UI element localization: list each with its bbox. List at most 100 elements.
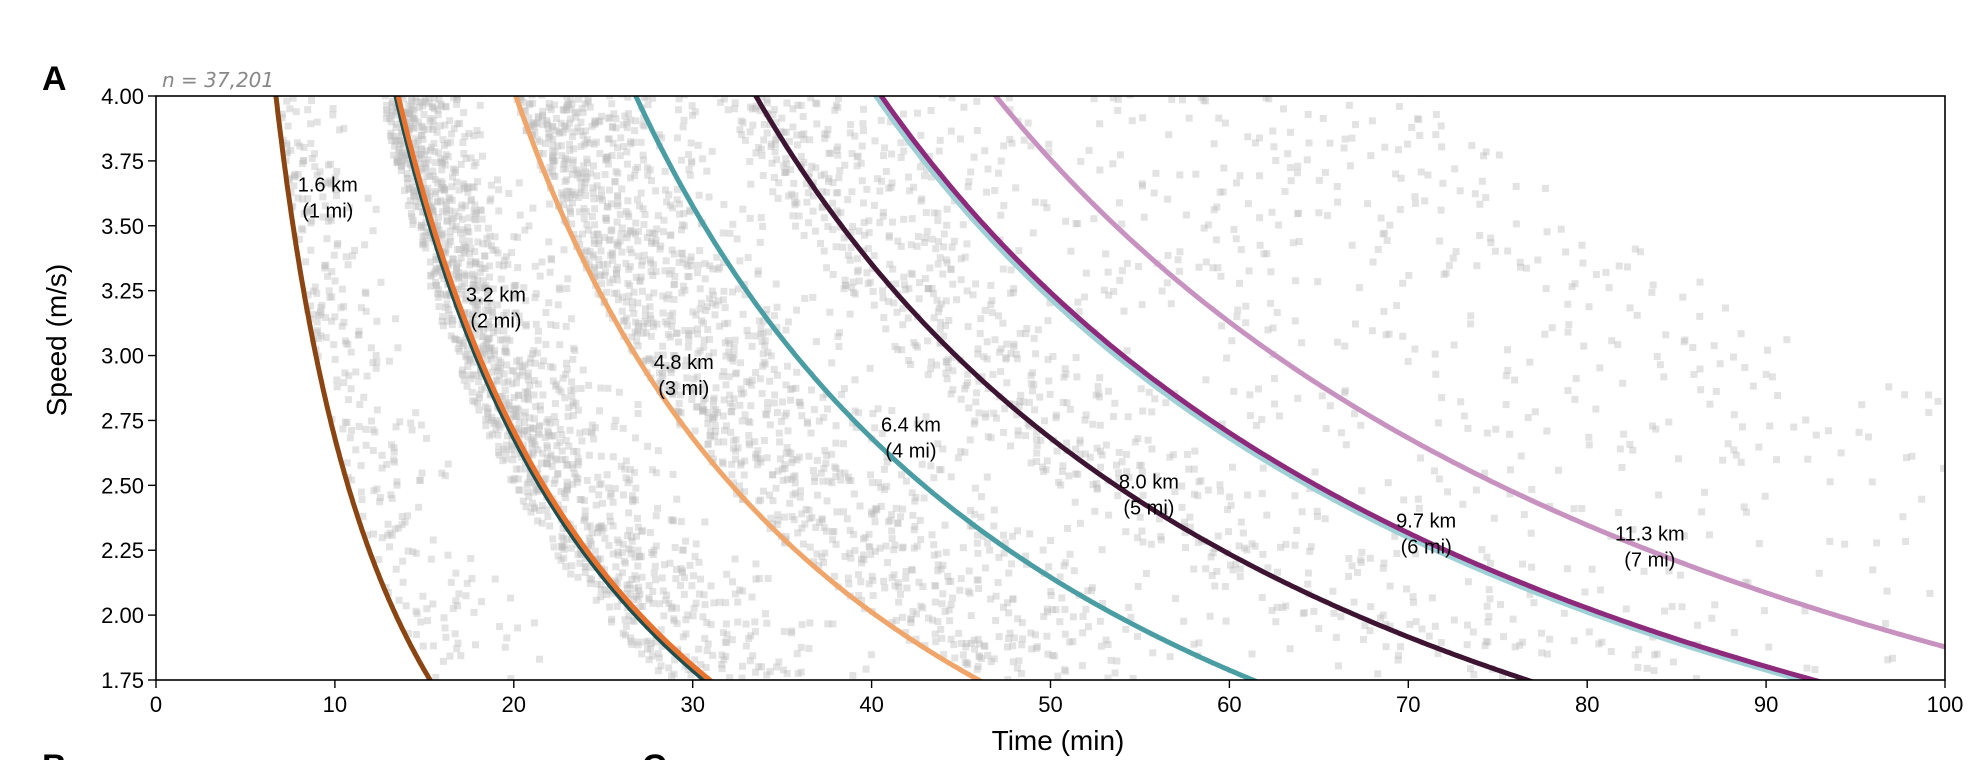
scatter-point [362,425,370,433]
scatter-point [837,208,845,216]
scatter-point [443,209,451,217]
scatter-point [1652,425,1660,433]
scatter-point [596,117,604,125]
scatter-point [840,285,848,293]
scatter-point [375,555,383,563]
scatter-point [515,419,523,427]
scatter-point [538,362,546,370]
scatter-point [371,428,379,436]
scatter-point [1516,641,1524,649]
scatter-point [313,171,321,179]
scatter-point [949,386,957,394]
scatter-point [1024,420,1032,428]
scatter-point [890,299,898,307]
scatter-point [823,131,831,139]
scatter-point [542,506,550,514]
scatter-point [983,473,991,481]
scatter-point [815,518,823,526]
scatter-point [1190,490,1198,498]
scatter-point [623,230,631,238]
scatter-point [1719,456,1727,464]
scatter-point [877,116,885,124]
scatter-point [593,172,601,180]
scatter-point [551,157,559,165]
scatter-point [642,305,650,313]
scatter-point [341,418,349,426]
scatter-point [1323,212,1331,220]
scatter-point [570,344,578,352]
scatter-point [522,322,530,330]
scatter-point [470,608,478,616]
scatter-point [736,401,744,409]
scatter-point [1186,513,1194,521]
scatter-point [877,483,885,491]
scatter-point [1581,588,1589,596]
scatter-point [832,465,840,473]
scatter-point [608,100,616,108]
scatter-point [469,298,477,306]
scatter-point [422,165,430,173]
scatter-point [453,96,461,104]
scatter-point [476,325,484,333]
scatter-point [636,202,644,210]
scatter-point [704,440,712,448]
scatter-point [936,325,944,333]
scatter-point [666,201,674,209]
scatter-point [479,345,487,353]
scatter-point [338,322,346,330]
scatter-point [775,429,783,437]
scatter-point [1902,537,1910,545]
scatter-point [977,654,985,662]
scatter-point [483,409,491,417]
scatter-point [614,296,622,304]
scatter-point [324,161,332,169]
scatter-point [851,290,859,298]
scatter-point [1040,417,1048,425]
scatter-point [467,244,475,252]
scatter-point [947,127,955,135]
scatter-point [453,245,461,253]
scatter-point [679,282,687,290]
scatter-point [1680,532,1688,540]
scatter-point [1334,198,1342,206]
scatter-point [533,119,541,127]
scatter-point [1379,564,1387,572]
scatter-point [1052,411,1060,419]
scatter-point [604,160,612,168]
scatter-point [477,386,485,394]
scatter-point [939,445,947,453]
scatter-point [871,505,879,513]
scatter-point [1504,346,1512,354]
scatter-point [569,355,577,363]
scatter-point [608,123,616,131]
scatter-point [437,102,445,110]
scatter-point [592,138,600,146]
scatter-point [1366,627,1374,635]
scatter-point [1459,500,1467,508]
scatter-point [957,395,965,403]
scatter-point [400,139,408,147]
scatter-point [496,336,504,344]
scatter-point [791,489,799,497]
scatter-point [648,549,656,557]
scatter-point [495,356,503,364]
scatter-point [780,627,788,635]
scatter-point [549,141,557,149]
scatter-point [846,256,854,264]
scatter-point [747,381,755,389]
scatter-point [1345,572,1353,580]
scatter-point [521,419,529,427]
scatter-point [1220,164,1228,172]
scatter-point [1236,172,1244,180]
scatter-point [696,247,704,255]
scatter-point [551,382,559,390]
scatter-point [647,332,655,340]
scatter-point [477,206,485,214]
scatter-point [610,289,618,297]
scatter-point [1395,102,1403,110]
scatter-point [433,222,441,230]
scatter-point [1017,391,1025,399]
scatter-point [1045,377,1053,385]
scatter-point [697,661,705,669]
scatter-point [481,265,489,273]
